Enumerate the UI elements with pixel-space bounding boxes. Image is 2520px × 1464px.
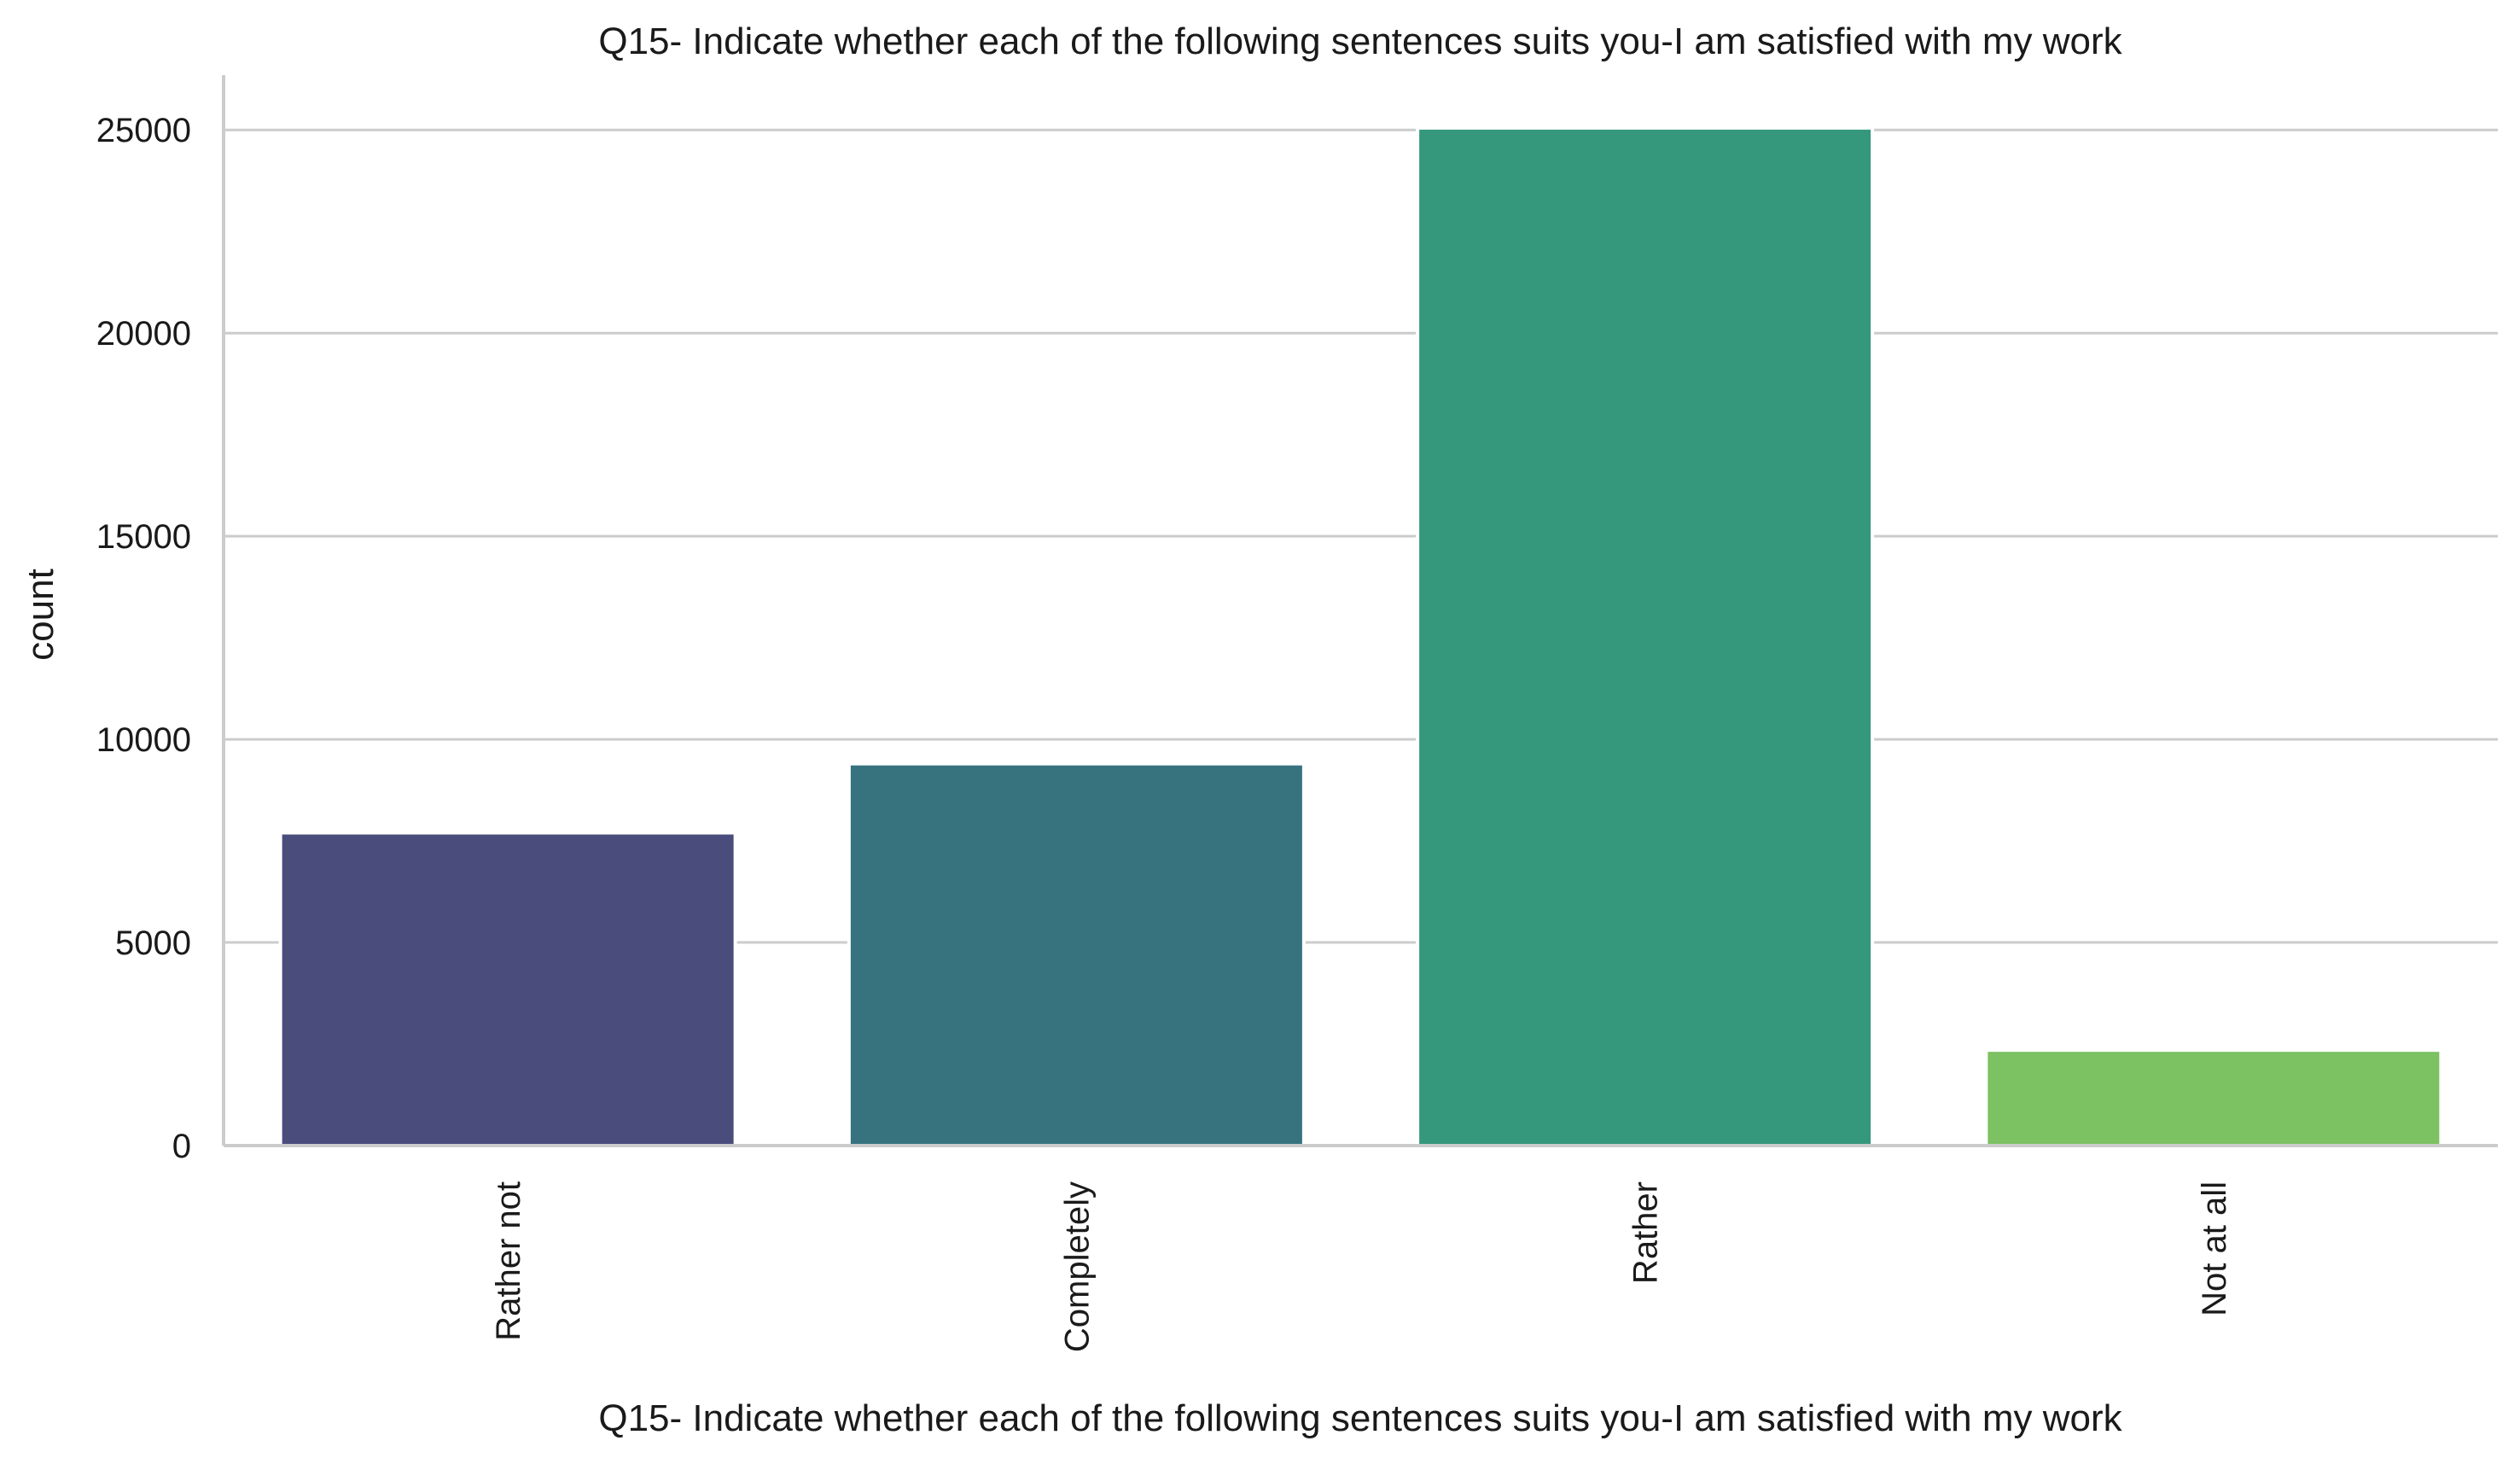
- x-tick-label-not-at-all: Not at all: [2196, 1181, 2233, 1316]
- y-tick-label: 15000: [96, 518, 191, 556]
- x-axis-label: Q15- Indicate whether each of the follow…: [598, 1397, 2122, 1439]
- bars: [278, 125, 2443, 1148]
- bar-rather-not: [278, 831, 737, 1147]
- y-tick-label: 20000: [96, 315, 191, 353]
- chart-title: Q15- Indicate whether each of the follow…: [598, 20, 2122, 62]
- bar-not-at-all: [1984, 1048, 2443, 1148]
- y-tick-label: 25000: [96, 112, 191, 149]
- bar-completely: [847, 761, 1306, 1148]
- x-tick-label-rather: Rather: [1627, 1181, 1665, 1284]
- gridlines: [224, 128, 2498, 944]
- y-axis-label: count: [20, 569, 61, 661]
- axes: [222, 75, 2498, 1147]
- y-tick-label: 0: [172, 1128, 191, 1165]
- x-tick-label-completely: Completely: [1058, 1181, 1096, 1352]
- x-tick-label-rather-not: Rather not: [490, 1181, 527, 1341]
- bar-rather: [1416, 125, 1875, 1147]
- x-tick-labels: Rather not Completely Rather Not at all: [490, 1181, 2233, 1352]
- y-tick-label: 10000: [96, 721, 191, 759]
- y-tick-label: 5000: [115, 924, 191, 962]
- y-tick-labels: 0 5000 10000 15000 20000 25000: [96, 112, 191, 1165]
